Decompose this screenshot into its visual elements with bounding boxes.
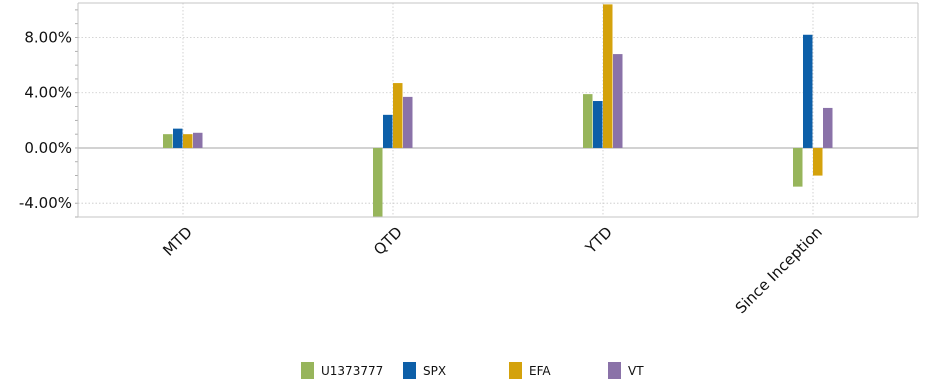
- legend-swatch: [403, 362, 416, 379]
- legend-swatch: [509, 362, 522, 379]
- y-tick-label: 0.00%: [24, 139, 72, 157]
- x-category-label: MTD: [159, 223, 196, 260]
- bar-vt-qtd: [403, 96, 413, 148]
- legend-label: EFA: [529, 364, 551, 378]
- grid-lines: [78, 3, 918, 217]
- bar-efa-mtd: [183, 134, 193, 148]
- bar-spx-mtd: [173, 128, 183, 148]
- bar-vt-ytd: [613, 54, 623, 148]
- bar-spx-qtd: [383, 114, 393, 148]
- legend-label: SPX: [423, 364, 446, 378]
- legend-label: U1373777: [321, 364, 383, 378]
- bars: [163, 4, 833, 217]
- y-tick-labels: -4.00% 0.00% 4.00% 8.00%: [19, 29, 72, 213]
- x-category-label: Since Inception: [732, 223, 826, 317]
- legend-swatch: [608, 362, 621, 379]
- x-category-label: QTD: [370, 223, 406, 259]
- axes: [75, 2, 919, 218]
- y-tick-label: 8.00%: [24, 29, 72, 47]
- bar-vt-since-inception: [823, 107, 833, 148]
- bar-spx-since-inception: [803, 34, 813, 148]
- bar-efa-since-inception: [813, 147, 823, 176]
- category-labels: MTD QTD YTD Since Inception: [159, 223, 826, 317]
- y-tick-label: 4.00%: [24, 84, 72, 102]
- bar-efa-qtd: [393, 83, 403, 148]
- y-tick-label: -4.00%: [19, 194, 72, 212]
- bar-efa-ytd: [603, 4, 613, 148]
- bar-u1373777-mtd: [163, 134, 173, 148]
- bar-spx-ytd: [593, 101, 603, 148]
- legend-label: VT: [628, 364, 644, 378]
- bar-u1373777-since-inception: [793, 147, 803, 187]
- x-category-label: YTD: [581, 223, 616, 258]
- legend: U1373777 SPX EFA VT: [301, 362, 644, 379]
- bar-vt-mtd: [193, 132, 203, 148]
- legend-swatch: [301, 362, 314, 379]
- bar-u1373777-qtd: [373, 147, 383, 217]
- bar-u1373777-ytd: [583, 94, 593, 148]
